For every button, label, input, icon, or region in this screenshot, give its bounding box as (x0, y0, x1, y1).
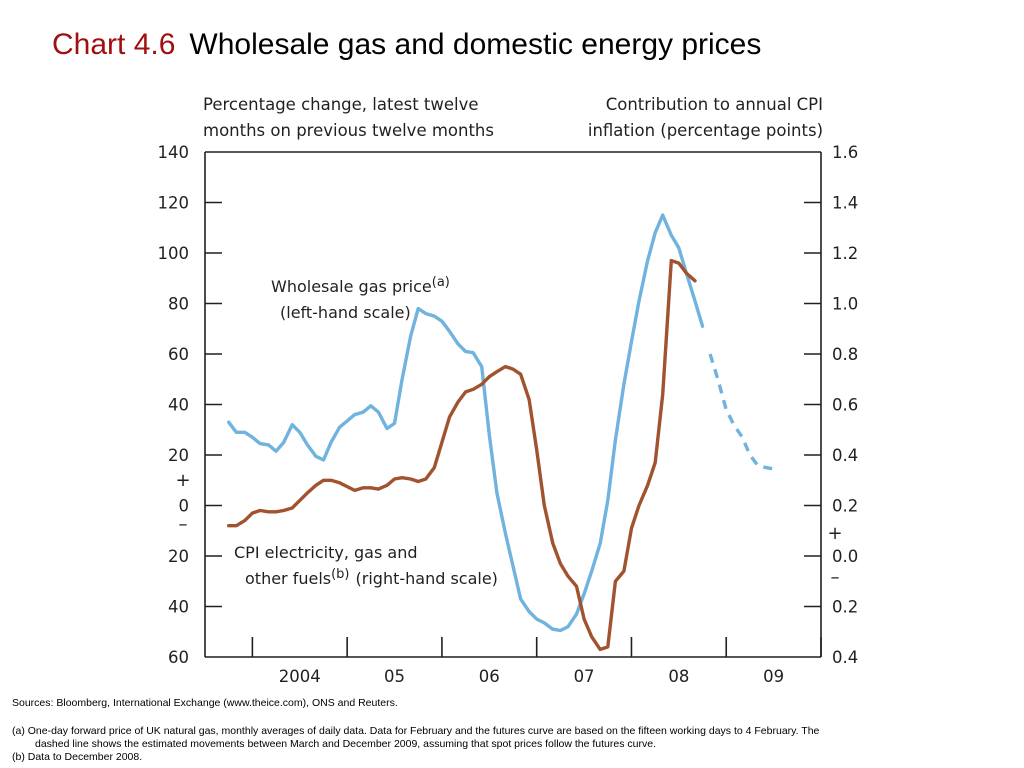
right-axis-tick-label: 0.0 (832, 547, 858, 566)
right-axis-tick-label: 0.2 (832, 497, 858, 516)
right-axis-tick-label: 1.0 (832, 295, 858, 314)
gas-price-line (226, 213, 705, 633)
left-axis-plus: + (175, 470, 190, 491)
left-axis-tick-label: 20 (168, 547, 189, 566)
left-axis-tick-label: 0 (179, 497, 190, 516)
left-axis-tick-label: 40 (168, 396, 189, 415)
gas-series-name: Wholesale gas price (271, 277, 432, 296)
right-axis-tick-label: 0.4 (832, 446, 858, 465)
right-axis-plus: + (827, 523, 842, 544)
left-axis-tick-label: 60 (168, 345, 189, 364)
cpi-series-note: (b) (331, 567, 349, 582)
left-axis-tick-label: 120 (158, 194, 190, 213)
left-axis-tick-label: 140 (158, 143, 190, 162)
left-axis-label-line2: months on previous twelve months (203, 121, 494, 140)
x-axis-tick-label: 07 (574, 667, 595, 686)
right-axis-tick-label: 1.6 (832, 143, 858, 162)
x-axis-tick-label: 05 (384, 667, 405, 686)
left-axis-tick-label: 80 (168, 295, 189, 314)
x-axis-tick-label: 2004 (279, 667, 321, 686)
left-axis-tick-label: 60 (168, 648, 189, 667)
left-axis-label-line1: Percentage change, latest twelve (203, 95, 479, 114)
cpi-series-name-part: other fuels (245, 569, 331, 588)
footnote-b: (b) Data to December 2008. (12, 751, 143, 763)
cpi-series-scale: (right-hand scale) (356, 569, 498, 588)
gas-price-futures-dashed-line (708, 353, 774, 471)
sources-note: Sources: Bloomberg, International Exchan… (12, 697, 398, 709)
gas-series-note: (a) (432, 275, 450, 290)
cpi-series-label-line1: CPI electricity, gas and (234, 543, 418, 562)
chart-number: Chart 4.6 (52, 28, 176, 61)
right-axis-minus: – (831, 567, 840, 588)
chart-title: Chart 4.6 Wholesale gas and domestic ener… (52, 28, 761, 62)
right-axis-tick-label: 0.2 (832, 598, 858, 617)
right-axis-tick-label: 1.4 (832, 194, 858, 213)
right-axis-label-line1: Contribution to annual CPI (606, 95, 823, 114)
left-axis-tick-label: 40 (168, 598, 189, 617)
chart-notes: Sources: Bloomberg, International Exchan… (12, 697, 1012, 764)
footnote-a-line1: (a) One-day forward price of UK natural … (12, 725, 820, 737)
chart-title-text: Wholesale gas and domestic energy prices (189, 28, 762, 61)
right-axis-tick-label: 0.6 (832, 396, 858, 415)
footnote-a-line2: dashed line shows the estimated movement… (35, 738, 656, 750)
chart-area: Percentage change, latest twelve months … (158, 95, 859, 686)
right-axis-tick-label: 1.2 (832, 244, 858, 263)
x-axis-tick-label: 06 (479, 667, 500, 686)
cpi-energy-line (226, 258, 697, 652)
x-axis-tick-label: 09 (763, 667, 784, 686)
left-axis-tick-label: 20 (168, 446, 189, 465)
right-axis-tick-label: 0.8 (832, 345, 858, 364)
gas-series-label-line1: Wholesale gas price(a) (271, 275, 450, 296)
right-axis-tick-label: 0.4 (832, 648, 858, 667)
left-axis-minus: – (179, 514, 188, 535)
right-axis-label-line2: inflation (percentage points) (588, 121, 823, 140)
x-axis-tick-label: 08 (668, 667, 689, 686)
left-axis-tick-label: 100 (158, 244, 190, 263)
cpi-series-label-line2: other fuels(b) (right-hand scale) (245, 567, 498, 588)
gas-series-label-line2: (left-hand scale) (280, 303, 411, 322)
